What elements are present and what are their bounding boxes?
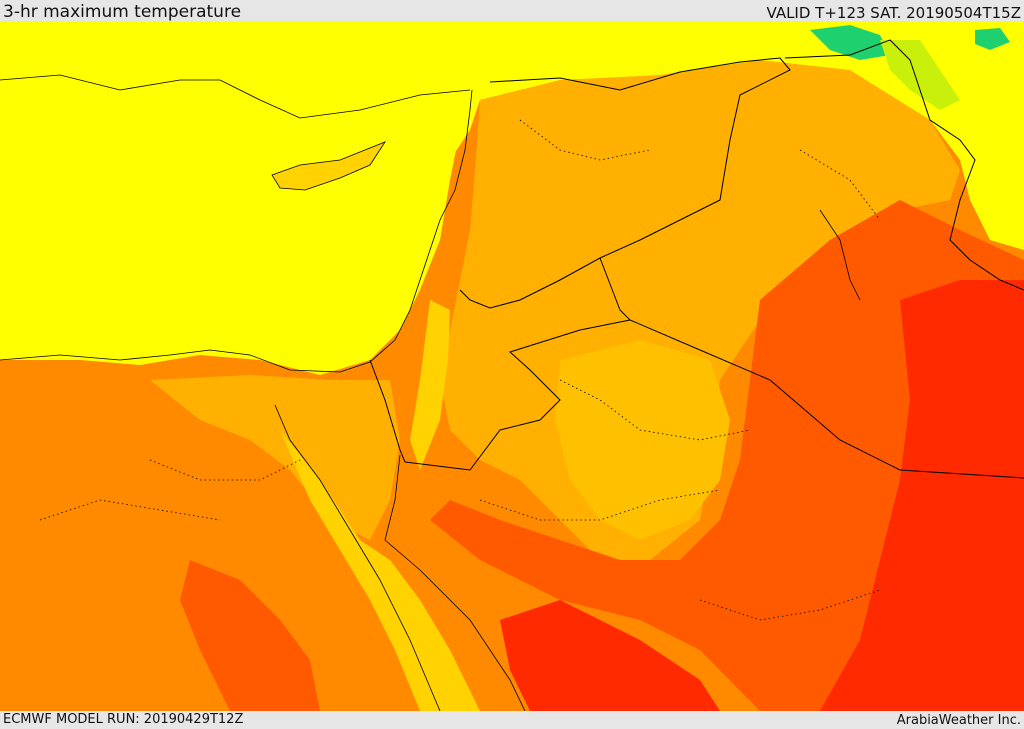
valid-time-label: VALID T+123 SAT. 20190504T15Z: [766, 4, 1021, 22]
temp-zone-north-green: [810, 25, 890, 60]
footer-bar: ECMWF MODEL RUN: 20190429T12Z ArabiaWeat…: [0, 711, 1024, 729]
red-sea: [280, 430, 480, 711]
temp-zone-mediterranean: [0, 90, 460, 375]
model-run-label: ECMWF MODEL RUN: 20190429T12Z: [3, 712, 244, 727]
map-title: 3-hr maximum temperature: [3, 2, 242, 22]
temp-zone-egypt-red: [180, 560, 320, 711]
credit-label: ArabiaWeather Inc.: [896, 713, 1021, 728]
cyprus-island: [271, 141, 387, 191]
temp-zone-northeast-green: [975, 28, 1010, 50]
map-canvas: [0, 21, 1024, 711]
temp-zone-central-gold: [555, 340, 730, 540]
header-bar: 3-hr maximum temperature VALID T+123 SAT…: [0, 0, 1024, 21]
province-boundaries: [39, 119, 881, 621]
temp-zone-south-red: [500, 600, 720, 711]
temp-zone-east-red: [820, 280, 1024, 711]
temperature-map[interactable]: [0, 21, 1024, 711]
temp-zone-yellowgreen: [880, 40, 960, 110]
country-borders: [369, 39, 1024, 479]
temp-zone-sinai: [150, 375, 400, 540]
temp-zone-jordan-valley: [410, 300, 450, 470]
coastlines: [0, 74, 861, 711]
